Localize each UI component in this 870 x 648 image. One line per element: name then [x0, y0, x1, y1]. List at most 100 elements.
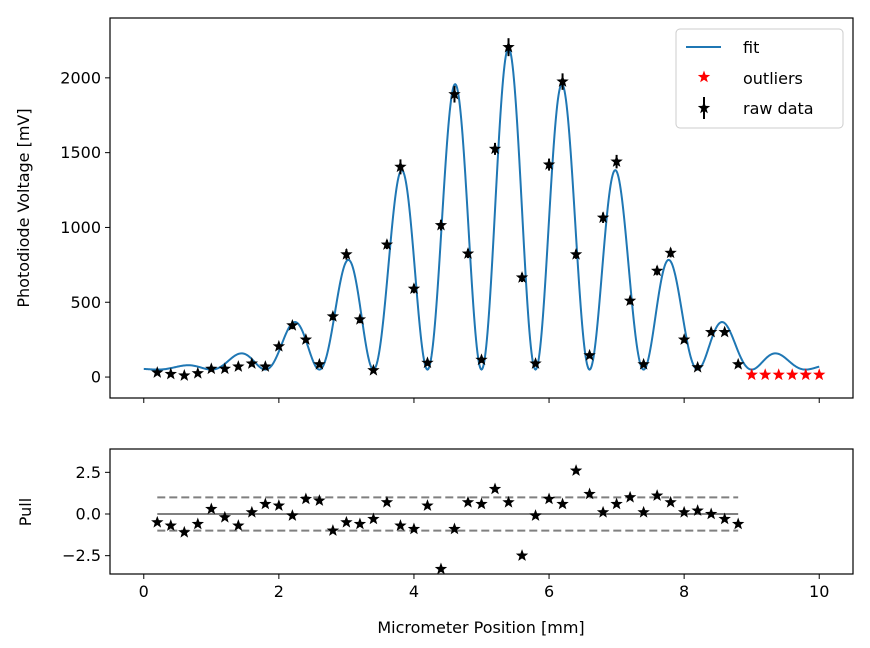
legend: fit outliers raw data: [675, 28, 844, 129]
x-tick-label: 0: [139, 582, 149, 601]
raw-data-point: [488, 142, 502, 155]
pull-point: [731, 517, 745, 530]
pull-point: [488, 482, 502, 495]
pull-point: [245, 505, 259, 518]
raw-data-point: [542, 158, 556, 170]
voltage-x-ticks: [143, 398, 820, 403]
raw-data-point: [502, 40, 515, 53]
raw-data-point: [475, 353, 488, 366]
raw-data-point: [232, 360, 245, 372]
pull-point: [218, 510, 232, 523]
pull-point: [677, 505, 691, 518]
raw-data-point: [151, 366, 164, 378]
pull-point: [205, 502, 218, 515]
raw-data-point: [461, 247, 475, 259]
raw-data-point: [583, 348, 596, 361]
pull-point: [380, 495, 394, 508]
raw-data-point: [340, 247, 353, 260]
pull-point: [259, 497, 272, 510]
raw-data-point: [313, 357, 326, 370]
outlier-point: [772, 368, 785, 381]
legend-fit-label: fit: [743, 38, 759, 57]
pull-point: [502, 495, 515, 508]
raw-data-point: [691, 360, 704, 373]
pull-x-ticks: 0 2 4 6 8 10: [139, 574, 829, 601]
raw-data-point: [623, 294, 637, 307]
pull-point: [164, 519, 177, 531]
pull-plot-frame: [109, 448, 854, 575]
raw-data-point: [529, 357, 542, 369]
pull-point: [448, 522, 461, 535]
pull-point: [623, 490, 637, 503]
pull-point: [286, 509, 299, 521]
pull-point: [151, 515, 164, 528]
y-tick-label: 2000: [60, 68, 101, 87]
raw-data-point: [218, 362, 232, 375]
raw-data-point: [569, 247, 583, 260]
pull-point: [232, 519, 245, 531]
raw-data-point: [191, 366, 204, 379]
raw-data-point: [650, 264, 664, 277]
raw-data-point: [421, 356, 434, 369]
x-tick-label: 2: [274, 582, 284, 601]
pull-point: [556, 497, 569, 510]
x-tick-label: 10: [809, 582, 829, 601]
pull-points-group: [151, 464, 745, 575]
y-tick-label: 1000: [60, 218, 101, 237]
pull-point: [394, 519, 407, 531]
pull-point: [407, 522, 421, 535]
raw-data-point: [434, 218, 448, 231]
pull-point: [596, 505, 610, 518]
pull-point: [299, 492, 313, 505]
pull-point: [326, 524, 340, 536]
raw-data-point: [515, 271, 529, 283]
pull-point: [353, 517, 367, 530]
outlier-point: [745, 368, 758, 381]
pull-point: [664, 495, 677, 508]
pull-point: [178, 525, 191, 538]
raw-data-point: [394, 160, 407, 173]
pull-panel: 2.5 0.0 −2.5 0 2 4 6 8 10 Pull Micrometer Posit…: [16, 448, 854, 637]
pull-point: [191, 517, 204, 530]
x-tick-label: 8: [679, 582, 689, 601]
pull-y-tick-label: 2.5: [76, 463, 101, 482]
raw-data-point: [731, 357, 745, 370]
pull-y-ticks: 2.5 0.0 −2.5: [62, 463, 110, 565]
x-tick-label: 4: [409, 582, 419, 601]
y-tick-label: 0: [91, 368, 101, 387]
pull-point: [691, 504, 704, 516]
pull-point: [434, 562, 448, 575]
pull-point: [529, 509, 542, 521]
raw-data-point: [272, 339, 286, 352]
pull-point: [475, 497, 488, 510]
pull-y-tick-label: −2.5: [62, 546, 101, 565]
pull-point: [610, 497, 623, 510]
pull-point: [421, 499, 434, 511]
raw-data-point: [367, 363, 380, 376]
legend-outlier-star: [697, 70, 711, 83]
pull-point: [340, 515, 353, 528]
legend-raw-data-label: raw data: [743, 99, 814, 118]
raw-data-point: [178, 369, 191, 381]
raw-data-point: [205, 362, 218, 375]
raw-data-point: [245, 357, 259, 369]
voltage-panel: 0 500 1000 1500 2000 Photodiode Voltage [mV]…: [14, 17, 854, 403]
y-tick-label: 500: [70, 293, 101, 312]
fit-line: [143, 46, 820, 371]
outliers-group: [745, 368, 826, 381]
voltage-plot-frame: [109, 17, 854, 399]
raw-data-point: [556, 75, 569, 87]
raw-data-point: [610, 155, 623, 167]
pull-point: [569, 464, 583, 476]
pull-point: [367, 512, 380, 525]
pull-point: [637, 505, 650, 518]
x-axis-label: Micrometer Position [mm]: [377, 618, 584, 637]
raw-data-point: [596, 211, 610, 223]
outlier-point: [786, 368, 799, 381]
raw-data-point: [286, 318, 299, 331]
raw-data-point: [299, 333, 313, 345]
raw-data-point: [353, 312, 367, 325]
raw-data-point: [407, 282, 421, 295]
pull-point: [718, 512, 731, 525]
